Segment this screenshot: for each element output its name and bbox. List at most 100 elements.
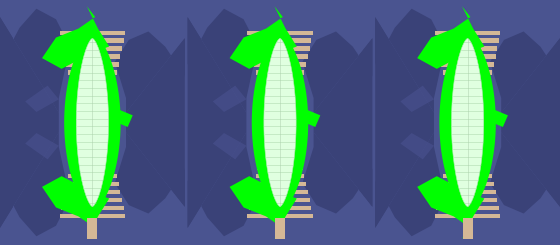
- Bar: [459, 118, 476, 122]
- Bar: [440, 190, 496, 194]
- Bar: [77, 142, 108, 147]
- Bar: [445, 78, 490, 83]
- Polygon shape: [126, 38, 185, 207]
- Bar: [87, 218, 97, 239]
- Bar: [268, 110, 292, 115]
- Bar: [272, 126, 288, 130]
- Polygon shape: [488, 109, 508, 127]
- Polygon shape: [375, 132, 445, 236]
- Bar: [249, 38, 311, 43]
- Polygon shape: [76, 38, 109, 207]
- Polygon shape: [230, 176, 297, 239]
- Bar: [72, 158, 113, 162]
- Polygon shape: [314, 38, 372, 207]
- Bar: [452, 142, 483, 147]
- Polygon shape: [451, 38, 484, 207]
- Polygon shape: [0, 132, 70, 236]
- Polygon shape: [252, 33, 308, 212]
- Polygon shape: [115, 132, 185, 214]
- Polygon shape: [490, 132, 560, 214]
- Bar: [438, 47, 497, 51]
- Polygon shape: [264, 38, 296, 207]
- Polygon shape: [113, 109, 133, 127]
- Polygon shape: [188, 132, 258, 236]
- Bar: [438, 198, 497, 202]
- Bar: [455, 134, 480, 138]
- Polygon shape: [25, 133, 59, 159]
- Polygon shape: [490, 31, 560, 113]
- Bar: [254, 182, 306, 186]
- Bar: [74, 94, 110, 98]
- Bar: [450, 94, 486, 98]
- Bar: [258, 166, 302, 170]
- Bar: [441, 182, 494, 186]
- Bar: [262, 94, 298, 98]
- Bar: [275, 218, 285, 239]
- Bar: [252, 190, 308, 194]
- Bar: [254, 62, 306, 67]
- Polygon shape: [501, 38, 560, 207]
- Bar: [440, 54, 496, 59]
- Bar: [249, 206, 311, 210]
- Bar: [443, 70, 492, 75]
- Bar: [80, 134, 105, 138]
- Bar: [255, 70, 305, 75]
- Polygon shape: [400, 86, 434, 112]
- Bar: [72, 86, 113, 91]
- Polygon shape: [0, 17, 59, 228]
- Bar: [247, 31, 313, 35]
- Bar: [70, 78, 115, 83]
- Polygon shape: [302, 31, 372, 113]
- Bar: [272, 118, 288, 122]
- Bar: [262, 150, 298, 154]
- Bar: [66, 182, 119, 186]
- Bar: [61, 206, 124, 210]
- Bar: [463, 218, 473, 239]
- Polygon shape: [42, 176, 109, 239]
- Bar: [64, 190, 120, 194]
- Bar: [435, 31, 501, 35]
- Bar: [264, 102, 296, 107]
- Bar: [455, 110, 480, 115]
- Polygon shape: [25, 86, 59, 112]
- Polygon shape: [42, 6, 109, 69]
- Polygon shape: [300, 109, 320, 127]
- Polygon shape: [400, 133, 434, 159]
- Bar: [258, 78, 302, 83]
- Bar: [268, 134, 292, 138]
- Bar: [61, 38, 124, 43]
- Polygon shape: [230, 6, 297, 69]
- Bar: [259, 158, 301, 162]
- Polygon shape: [115, 31, 185, 113]
- Bar: [450, 150, 486, 154]
- Bar: [452, 102, 483, 107]
- Polygon shape: [213, 86, 246, 112]
- Bar: [436, 206, 499, 210]
- Bar: [447, 158, 488, 162]
- Bar: [59, 214, 125, 218]
- Bar: [264, 142, 296, 147]
- Bar: [66, 62, 119, 67]
- Bar: [64, 54, 120, 59]
- Polygon shape: [188, 17, 246, 228]
- Polygon shape: [417, 176, 484, 239]
- Bar: [459, 126, 476, 130]
- Bar: [435, 214, 501, 218]
- Polygon shape: [417, 6, 484, 69]
- Bar: [63, 198, 122, 202]
- Polygon shape: [375, 17, 434, 228]
- Bar: [68, 70, 117, 75]
- Bar: [255, 174, 305, 178]
- Bar: [70, 166, 115, 170]
- Bar: [77, 102, 108, 107]
- Bar: [436, 38, 499, 43]
- Bar: [63, 47, 122, 51]
- Bar: [68, 174, 117, 178]
- Polygon shape: [375, 9, 445, 113]
- Bar: [445, 166, 490, 170]
- Polygon shape: [188, 9, 258, 113]
- Polygon shape: [0, 9, 70, 113]
- Bar: [441, 62, 494, 67]
- Bar: [252, 54, 308, 59]
- Polygon shape: [302, 132, 372, 214]
